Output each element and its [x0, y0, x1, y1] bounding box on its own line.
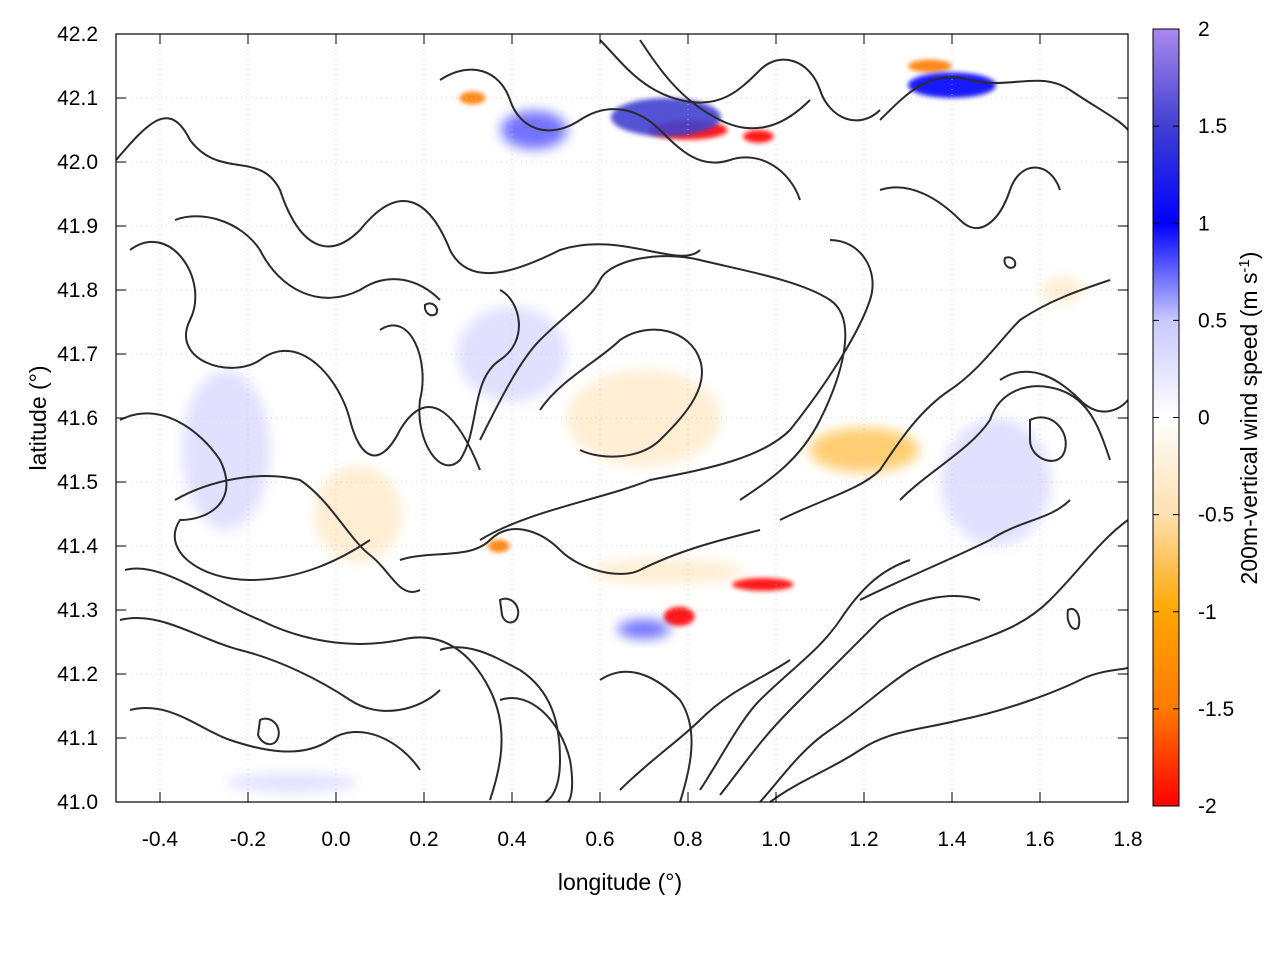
terrain-contour — [1066, 607, 1081, 630]
colorbar-tick-label: 0 — [1198, 407, 1210, 430]
y-tick-label: 41.5 — [57, 471, 98, 494]
terrain-contour — [999, 370, 1128, 413]
terrain-contour — [479, 255, 847, 501]
terrain-contour — [439, 68, 801, 201]
wind-field-cell — [663, 606, 695, 627]
x-tick-label: 1.6 — [1025, 828, 1054, 851]
colorbar-tick-label: -1 — [1198, 601, 1217, 624]
terrain-contour — [119, 412, 371, 582]
y-tick-label: 41.6 — [57, 407, 98, 430]
terrain-contour — [779, 279, 1111, 521]
terrain-contour — [119, 617, 441, 712]
wind-field-cell — [908, 59, 952, 73]
x-tick-label: 1.8 — [1113, 828, 1142, 851]
colorbar-tick-label: 2 — [1198, 18, 1210, 41]
y-tick-label: 41.0 — [57, 791, 98, 814]
terrain-contour — [116, 117, 701, 275]
colorbar-tick-label: 1.5 — [1198, 115, 1227, 138]
terrain-contour — [539, 328, 703, 458]
wind-field-cell — [226, 773, 358, 793]
wind-field-cell — [501, 110, 567, 150]
wind-field-cell — [459, 91, 486, 105]
colorbar-tick-label: -2 — [1198, 795, 1217, 818]
terrain-contour — [399, 528, 761, 575]
terrain-contour — [879, 166, 1061, 230]
y-tick-label: 41.7 — [57, 343, 98, 366]
grid-layer — [116, 34, 1128, 802]
colorbar: -2 -1.5 -1 -0.5 0 0.5 1 1.5 2 — [1152, 18, 1234, 818]
terrain-contour — [619, 659, 791, 791]
terrain-contour — [769, 667, 1128, 802]
terrain-contour — [599, 39, 881, 122]
wind-field-cell — [611, 98, 721, 137]
x-tick-label: 1.2 — [849, 828, 878, 851]
x-tick-label: -0.4 — [142, 828, 179, 851]
terrain-contour — [439, 646, 562, 802]
wind-field-cell — [589, 558, 743, 585]
colorbar-label-sup: -1 — [1236, 259, 1253, 272]
wind-field-cell — [732, 578, 794, 591]
x-tick-label: -0.2 — [230, 828, 266, 851]
wind-field-cell — [617, 619, 671, 639]
x-axis: -0.4 -0.2 0.0 0.2 0.4 0.6 0.8 1.0 1.2 1.4 1.6 1.8 — [142, 34, 1143, 851]
x-axis-label: longitude (°) — [558, 869, 682, 895]
terrain-contour — [174, 215, 441, 301]
y-tick-label: 41.4 — [57, 535, 98, 558]
y-tick-label: 41.3 — [57, 599, 98, 622]
terrain-contour — [639, 39, 811, 130]
colorbar-label-end: ) — [1236, 252, 1262, 260]
x-tick-label: 1.0 — [761, 828, 790, 851]
terrain-contour — [499, 697, 574, 802]
terrain-contour — [379, 289, 520, 467]
y-tick-label: 41.1 — [57, 727, 98, 750]
colorbar-label: 200m-vertical wind speed (m s-1) — [1236, 252, 1263, 585]
x-tick-label: 0.6 — [585, 828, 614, 851]
y-tick-label: 41.9 — [57, 215, 98, 238]
terrain-contour — [174, 475, 421, 593]
y-tick-label: 42.1 — [57, 87, 98, 110]
colorbar-label-main: 200m-vertical wind speed (m s — [1236, 273, 1262, 585]
terrain-contour — [759, 519, 1128, 802]
terrain-contour — [479, 239, 874, 541]
terrain-contour — [124, 567, 503, 801]
wind-field-cell — [743, 130, 774, 143]
wind-field-cell — [567, 370, 721, 466]
wind-field-cell — [487, 539, 510, 553]
x-tick-label: 0.4 — [497, 828, 527, 851]
wind-field-cell — [182, 370, 270, 530]
x-tick-label: 0.0 — [321, 828, 350, 851]
terrain-contour — [1029, 416, 1067, 462]
y-tick-label: 42.2 — [57, 23, 98, 46]
terrain-contour — [699, 559, 911, 791]
y-tick-label: 41.2 — [57, 663, 98, 686]
terrain-contour — [879, 76, 1128, 131]
terrain-contour — [129, 707, 421, 771]
colorbar-tick-label: -1.5 — [1198, 698, 1234, 721]
x-tick-label: 1.4 — [937, 828, 967, 851]
colorbar-tick-label: -0.5 — [1198, 504, 1234, 527]
x-tick-label: 0.8 — [673, 828, 702, 851]
y-axis: 41.0 41.1 41.2 41.3 41.4 41.5 41.6 41.7 41.8 41.9… — [57, 23, 1128, 814]
colorbar-tick-label: 1 — [1198, 212, 1210, 235]
terrain-contour — [498, 597, 520, 624]
y-tick-label: 41.8 — [57, 279, 98, 302]
terrain-contour — [423, 302, 438, 317]
terrain-contour — [719, 595, 981, 796]
terrain-contour — [256, 717, 280, 746]
colorbar-tick-label: 0.5 — [1198, 309, 1227, 332]
terrain-contour — [129, 241, 481, 471]
terrain-contour — [859, 499, 1071, 601]
x-tick-label: 0.2 — [409, 828, 438, 851]
wind-field-cell — [908, 72, 996, 98]
terrain-contour — [1003, 256, 1017, 269]
terrain-contour — [899, 385, 1111, 501]
y-axis-label: latitude (°) — [25, 365, 51, 470]
terrain-contour — [599, 670, 693, 802]
y-tick-label: 42.0 — [57, 151, 98, 174]
terrain-contours — [116, 39, 1128, 802]
